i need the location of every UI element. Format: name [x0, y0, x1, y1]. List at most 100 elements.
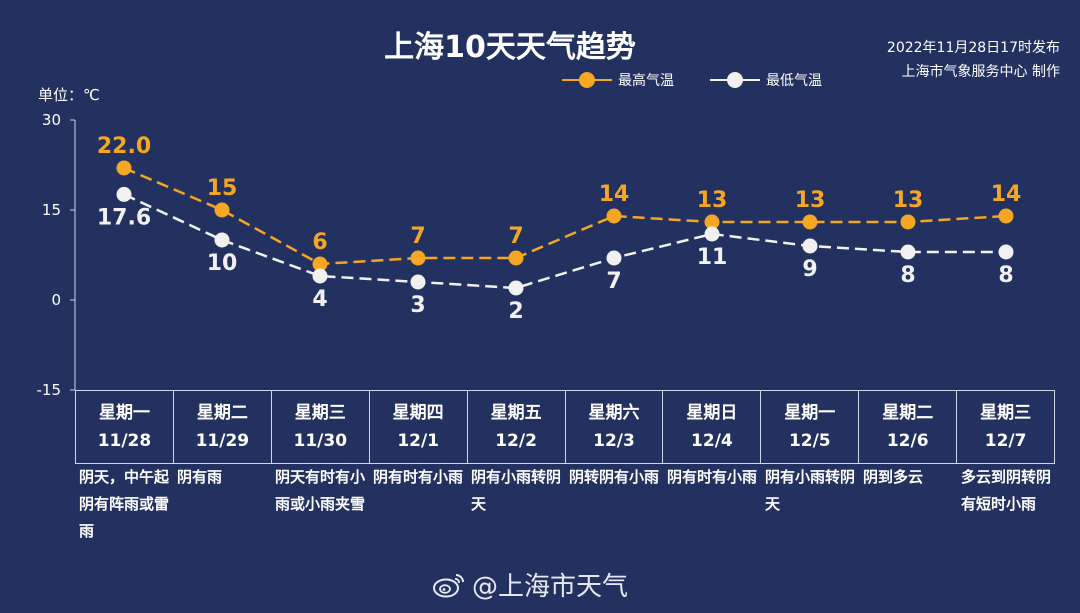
high-temp-point	[900, 214, 916, 230]
day-weather-desc: 阴有时有小雨	[667, 468, 758, 486]
day-cell: 星期二 11/29	[174, 391, 272, 463]
high-temp-label: 6	[312, 230, 327, 255]
y-tick-label: 30	[42, 111, 61, 129]
day-weather-desc: 阴天有时有小雨或小雨夹雪	[275, 468, 366, 513]
day-weather-desc: 阴有小雨转阴天	[765, 468, 856, 513]
issue-time: 2022年11月28日17时发布	[886, 40, 1060, 56]
day-date: 12/5	[788, 431, 831, 451]
day-date: 11/28	[97, 431, 152, 451]
day-weather-desc: 多云到阴转阴有短时小雨	[961, 468, 1052, 513]
low-temp-label: 3	[410, 293, 425, 318]
day-weekday: 星期一	[98, 403, 150, 423]
day-weekday: 星期三	[980, 403, 1032, 423]
day-weather-desc: 阴到多云	[863, 468, 924, 486]
day-date: 12/2	[495, 431, 537, 451]
day-weekday: 星期日	[686, 403, 738, 423]
weather-desc-row: 阴天，中午起阴有阵雨或雷雨 阴有雨 阴天有时有小雨或小雨夹雪 阴有时有小雨 阴有小雨转阴…	[75, 464, 1055, 545]
low-temp-label: 4	[312, 287, 327, 312]
day-date: 12/6	[886, 431, 929, 451]
low-temp-label: 17.6	[97, 205, 151, 230]
day-cell: 星期日 12/4	[663, 391, 762, 463]
high-temp-label: 22.0	[97, 134, 151, 159]
legend-low-marker	[710, 72, 760, 88]
y-tick-label: 0	[51, 291, 61, 309]
high-temp-point	[410, 250, 426, 266]
legend-high: 最高气温	[562, 70, 674, 90]
day-weekday: 星期五	[490, 403, 542, 423]
day-cell: 星期二 12/6	[859, 391, 958, 463]
high-temp-point	[312, 256, 328, 272]
high-temp-label: 13	[893, 188, 924, 213]
day-weather-desc: 阴转阴有小雨	[569, 468, 660, 486]
high-temp-label: 14	[991, 182, 1022, 207]
low-temp-point	[214, 232, 230, 248]
day-date: 12/4	[691, 431, 733, 451]
low-temp-point	[704, 226, 720, 242]
high-temp-label: 14	[599, 182, 630, 207]
unit-label: 单位：℃	[38, 86, 100, 104]
day-cell: 星期一 12/5	[761, 391, 860, 463]
chart-title: 上海10天天气趋势	[384, 30, 636, 65]
low-temp-point	[606, 250, 622, 266]
watermark: @上海市天气	[432, 566, 628, 603]
legend-high-marker	[562, 72, 612, 88]
high-temp-point	[508, 250, 524, 266]
low-temp-label: 10	[207, 251, 238, 276]
weibo-icon	[433, 573, 464, 597]
y-tick-label: -15	[37, 381, 62, 399]
high-temp-point	[214, 202, 230, 218]
low-temp-label: 8	[900, 263, 915, 288]
low-temp-label: 11	[697, 245, 728, 270]
day-weekday: 星期四	[392, 403, 444, 423]
issue-info: 2022年11月28日17时发布 上海市气象服务中心 制作	[887, 36, 1060, 84]
day-cell: 星期一 11/28	[75, 391, 174, 463]
day-date: 11/29	[195, 431, 250, 451]
day-cell: 星期四 12/1	[370, 391, 468, 463]
high-temp-point	[998, 208, 1014, 224]
day-weekday: 星期二	[196, 403, 248, 423]
high-temp-point	[606, 208, 622, 224]
high-temp-point	[802, 214, 818, 230]
day-date: 12/1	[397, 431, 440, 451]
day-weather-desc: 阴有时有小雨	[373, 468, 464, 486]
day-weekday: 星期六	[588, 403, 640, 423]
day-weekday: 星期一	[784, 403, 836, 423]
day-date: 12/7	[984, 431, 1027, 451]
high-temp-point	[704, 214, 720, 230]
day-weekday: 星期二	[882, 403, 934, 423]
day-weather-desc: 阴有雨	[177, 468, 223, 486]
day-weather-desc: 阴天，中午起阴有阵雨或雷雨	[79, 468, 170, 540]
high-temp-label: 13	[795, 188, 826, 213]
day-cell: 星期三 12/7	[957, 391, 1056, 463]
day-date: 12/3	[593, 431, 635, 451]
day-cell: 星期五 12/2	[468, 391, 566, 463]
legend-low: 最低气温	[710, 70, 822, 90]
low-temp-point	[900, 244, 916, 260]
high-temp-label: 7	[410, 224, 425, 249]
low-temp-label: 2	[508, 299, 523, 324]
low-temp-label: 8	[998, 263, 1013, 288]
day-weekday: 星期三	[294, 403, 346, 423]
high-temp-label: 7	[508, 224, 523, 249]
watermark-text: @上海市天气	[472, 572, 629, 602]
low-temp-line	[123, 193, 1006, 290]
producer: 上海市气象服务中心 制作	[901, 64, 1060, 80]
y-tick-label: 15	[42, 201, 61, 219]
day-date: 11/30	[293, 431, 348, 451]
day-cell: 星期六 12/3	[566, 391, 664, 463]
low-temp-label: 7	[606, 269, 621, 294]
legend-high-label: 最高气温	[618, 73, 674, 89]
high-temp-label: 15	[207, 176, 238, 201]
low-temp-point	[410, 274, 426, 290]
low-temp-point	[998, 244, 1014, 260]
high-temp-line	[123, 166, 1007, 266]
high-temp-point	[116, 160, 132, 176]
low-temp-point	[802, 238, 818, 254]
day-weather-desc: 阴有小雨转阴天	[471, 468, 562, 513]
low-temp-point	[508, 280, 524, 296]
day-header-row: 星期一 11/28 星期二 11/29 星期三 11/30 星期四 12/1 星期五 12/2 星期…	[75, 390, 1056, 464]
day-cell: 星期三 11/30	[272, 391, 370, 463]
low-temp-label: 9	[802, 257, 817, 282]
high-temp-label: 13	[697, 188, 728, 213]
